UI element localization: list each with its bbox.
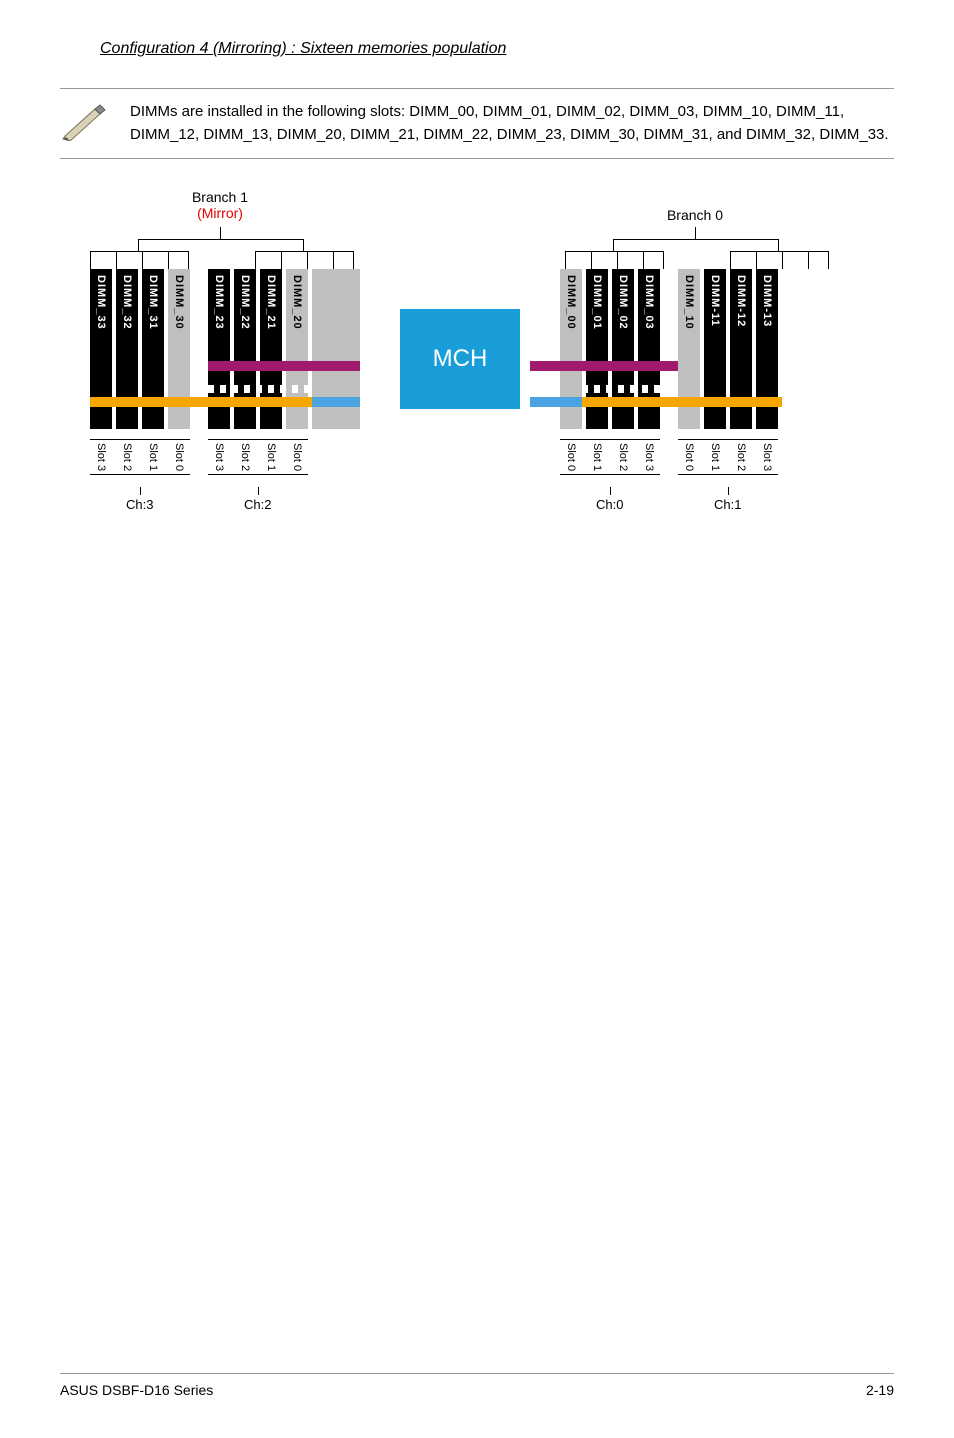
slot-label: Slot 1 <box>147 440 159 474</box>
dimm-label: DIMM-11 <box>709 275 721 327</box>
ch0-label: Ch:0 <box>596 497 623 512</box>
slot-cell: Slot 0 <box>168 440 190 474</box>
dimm-label: DIMM_10 <box>683 275 695 330</box>
dimm-label: DIMM_02 <box>617 275 629 330</box>
dimm-label: DIMM_21 <box>265 275 277 330</box>
config-title: Configuration 4 (Mirroring) : Sixteen me… <box>100 40 894 58</box>
slot-cell: Slot 3 <box>90 440 112 474</box>
slot-row-ch3: Slot 3 Slot 2 Slot 1 Slot 0 <box>90 439 190 475</box>
branch0-label: Branch 0 <box>645 207 745 223</box>
memory-diagram: Branch 1 (Mirror) Branch 0 DIMM_33 DIMM_3… <box>60 189 894 589</box>
slot-cell: Slot 0 <box>560 440 582 474</box>
dash-left <box>208 385 308 393</box>
footer-right: 2-19 <box>866 1382 894 1398</box>
dimm-label: DIMM_01 <box>591 275 603 330</box>
dimm-label: DIMM_23 <box>213 275 225 330</box>
slot-label: Slot 2 <box>735 440 747 474</box>
slot-label: Slot 0 <box>683 440 695 474</box>
slot-cell: Slot 2 <box>612 440 634 474</box>
slot-cell: Slot 1 <box>586 440 608 474</box>
dimm-label: DIMM_00 <box>565 275 577 330</box>
pencil-note-icon <box>60 101 110 146</box>
slot-label: Slot 3 <box>761 440 773 474</box>
slot-cell: Slot 3 <box>638 440 660 474</box>
slot-label: Slot 0 <box>565 440 577 474</box>
branch1-text: Branch 1 <box>170 189 270 205</box>
dimm-label: DIMM_03 <box>643 275 655 330</box>
slot-cell: Slot 1 <box>260 440 282 474</box>
note-text: DIMMs are installed in the following slo… <box>130 101 894 146</box>
mch-label: MCH <box>433 345 488 373</box>
slot-label: Slot 1 <box>709 440 721 474</box>
footer-left: ASUS DSBF-D16 Series <box>60 1382 213 1398</box>
ch3-label: Ch:3 <box>126 497 153 512</box>
yellow-stripe-left <box>90 397 312 407</box>
dimm-label: DIMM-13 <box>761 275 773 327</box>
dimm-label: DIMM_22 <box>239 275 251 330</box>
dimm-label: DIMM-12 <box>735 275 747 327</box>
slot-label: Slot 3 <box>213 440 225 474</box>
slot-label: Slot 2 <box>617 440 629 474</box>
ch2-label: Ch:2 <box>244 497 271 512</box>
slot-cell: Slot 0 <box>286 440 308 474</box>
slot-row-ch1: Slot 0 Slot 1 Slot 2 Slot 3 <box>678 439 778 475</box>
slot-cell: Slot 2 <box>234 440 256 474</box>
dimm-label: DIMM_32 <box>121 275 133 330</box>
slot-label: Slot 1 <box>265 440 277 474</box>
slot-row-ch0: Slot 0 Slot 1 Slot 2 Slot 3 <box>560 439 660 475</box>
mirror-text: (Mirror) <box>170 205 270 221</box>
dimm-label: DIMM_30 <box>173 275 185 330</box>
slot-label: Slot 0 <box>173 440 185 474</box>
yellow-stripe-right <box>582 397 782 407</box>
magenta-stripe-left <box>208 361 360 371</box>
slot-label: Slot 3 <box>643 440 655 474</box>
slot-cell: Slot 3 <box>208 440 230 474</box>
slot-label: Slot 2 <box>239 440 251 474</box>
magenta-stripe-right <box>530 361 678 371</box>
slot-cell: Slot 1 <box>142 440 164 474</box>
slot-row-ch2: Slot 3 Slot 2 Slot 1 Slot 0 <box>208 439 308 475</box>
slot-cell: Slot 1 <box>704 440 726 474</box>
page-footer: ASUS DSBF-D16 Series 2-19 <box>60 1373 894 1398</box>
slot-label: Slot 0 <box>291 440 303 474</box>
note-box: DIMMs are installed in the following slo… <box>60 88 894 159</box>
slot-cell: Slot 2 <box>730 440 752 474</box>
slot-cell: Slot 2 <box>116 440 138 474</box>
slot-cell: Slot 0 <box>678 440 700 474</box>
slot-label: Slot 1 <box>591 440 603 474</box>
blue-stripe-left <box>312 397 360 407</box>
dimm-label: DIMM_33 <box>95 275 107 330</box>
dash-right <box>582 385 678 393</box>
slot-cell: Slot 3 <box>756 440 778 474</box>
slot-label: Slot 3 <box>95 440 107 474</box>
blue-stripe-right <box>530 397 582 407</box>
mch-block: MCH <box>400 309 520 409</box>
ch1-label: Ch:1 <box>714 497 741 512</box>
dimm-label: DIMM_31 <box>147 275 159 330</box>
slot-label: Slot 2 <box>121 440 133 474</box>
dimm-label: DIMM_20 <box>291 275 303 330</box>
branch1-label: Branch 1 (Mirror) <box>170 189 270 221</box>
